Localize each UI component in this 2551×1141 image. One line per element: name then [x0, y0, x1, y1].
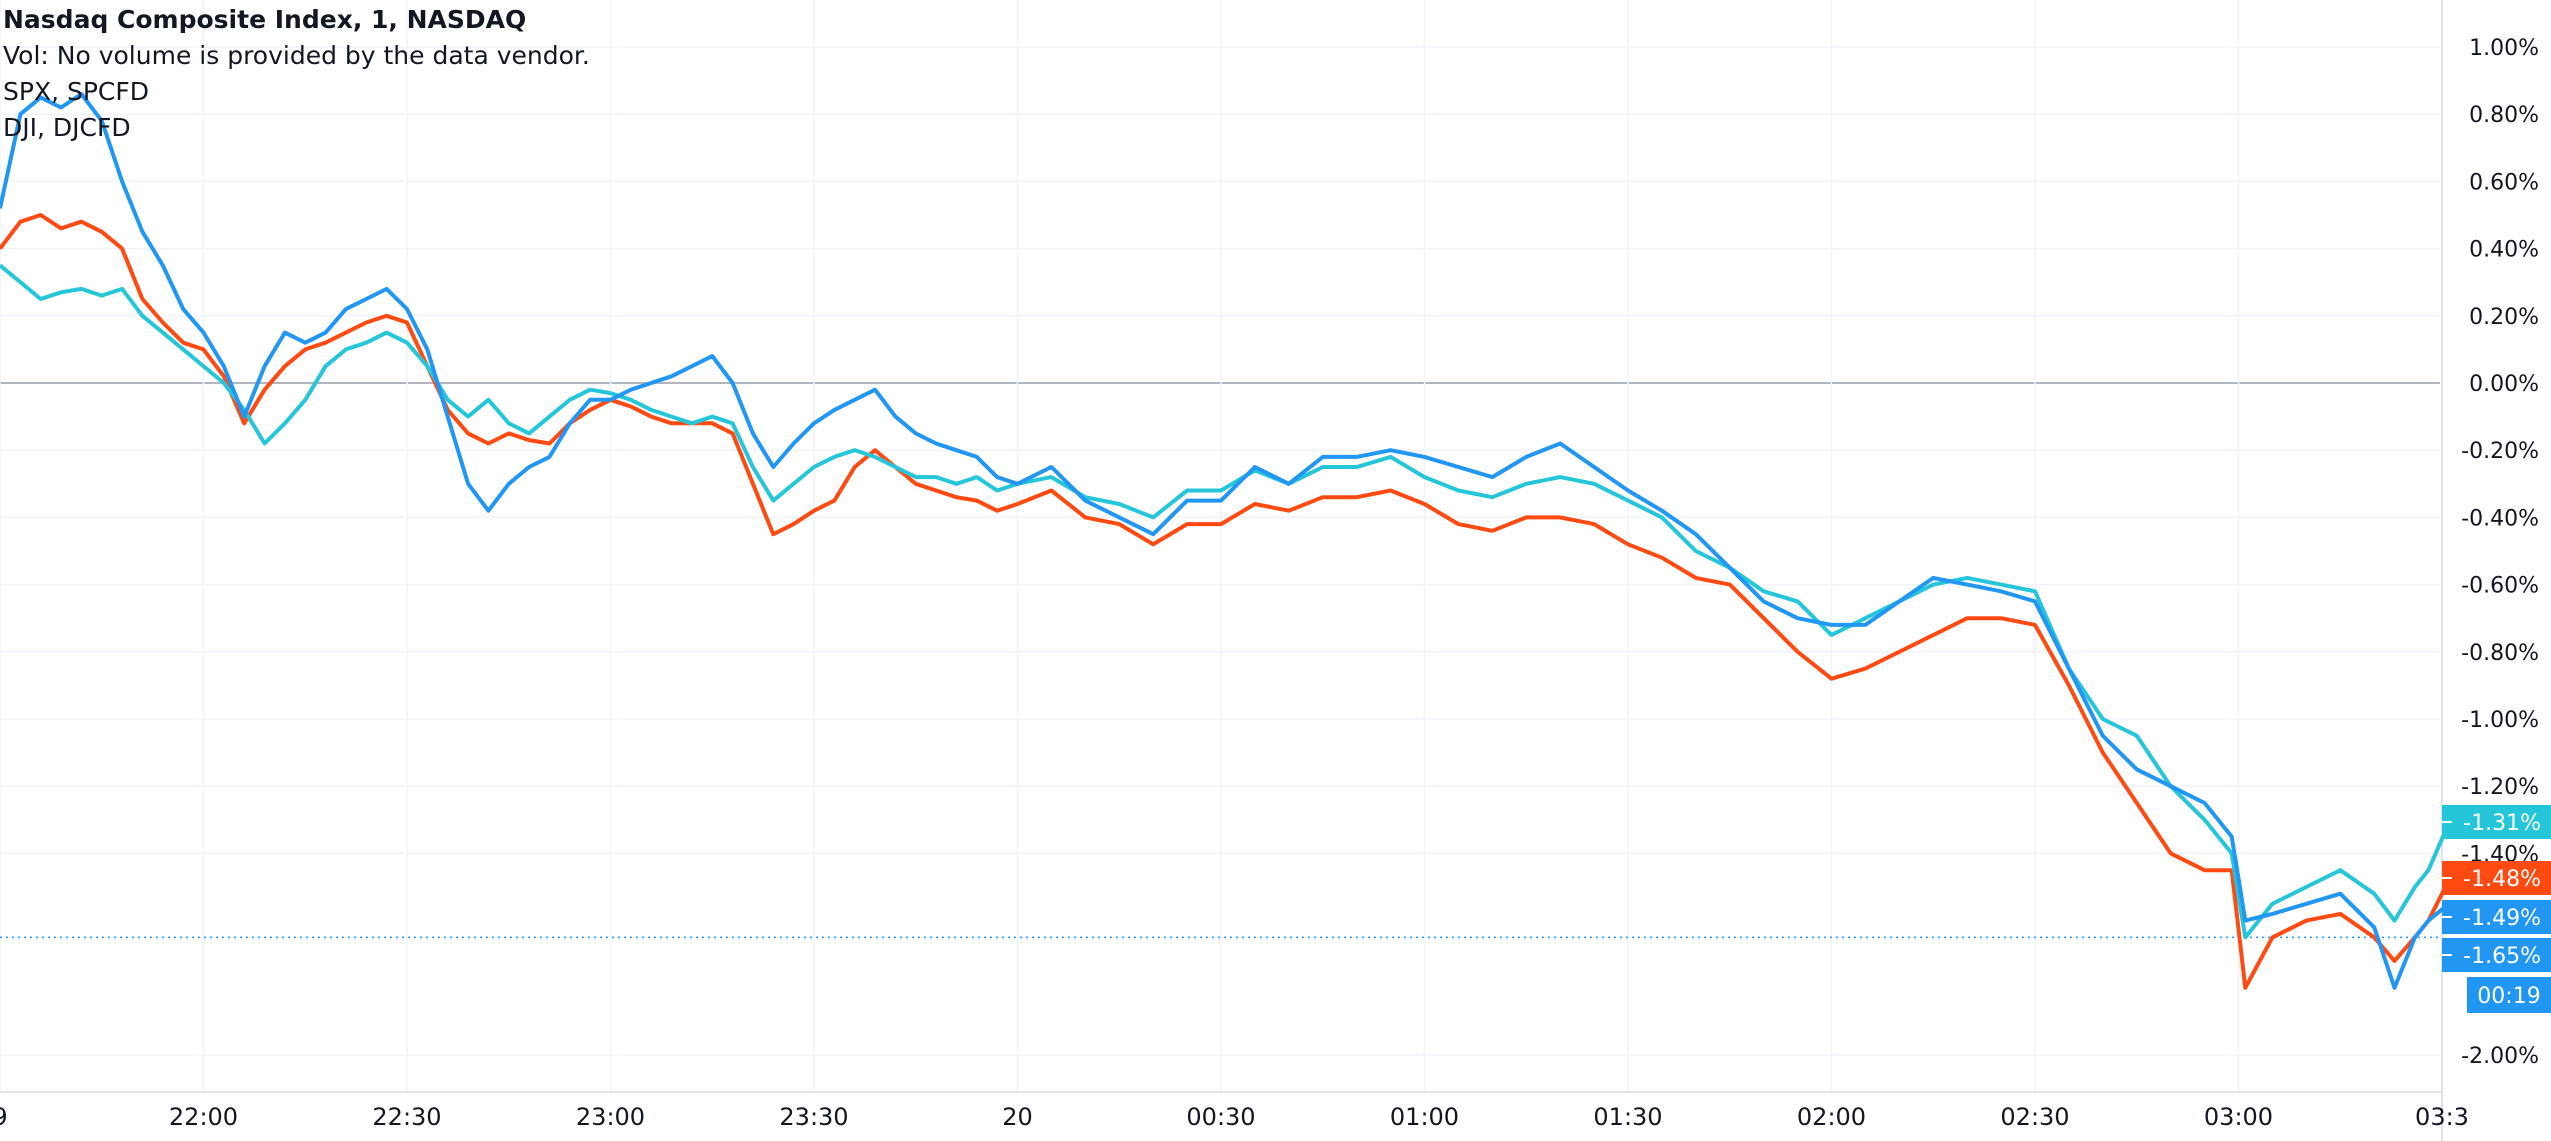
badge-nasdaq-last-value: -1.65% — [2442, 938, 2551, 972]
time-axis[interactable]: 9 22:00 22:30 23:00 23:30 20 00:30 01:00 01:30 02… — [0, 1103, 2469, 1131]
badge-spx-last-value: -1.48% — [2442, 861, 2551, 895]
y-tick-label: 0.40% — [2469, 238, 2539, 263]
x-tick-label: 01:00 — [1390, 1103, 1459, 1131]
badge-value: -1.49% — [2442, 900, 2551, 934]
x-tick-label: 22:00 — [169, 1103, 238, 1131]
y-tick-label: -0.40% — [2461, 506, 2539, 531]
x-tick-label: 22:30 — [372, 1103, 441, 1131]
svg-text:00:19: 00:19 — [2477, 984, 2540, 1009]
x-tick-label: 01:30 — [1593, 1103, 1662, 1131]
series-lines — [0, 92, 2451, 990]
badge-dji-last-value: -1.31% — [2442, 805, 2551, 839]
svg-text:-1.31%: -1.31% — [2463, 811, 2541, 836]
svg-text:-1.49%: -1.49% — [2463, 906, 2541, 931]
series-line-dji[interactable] — [0, 263, 2451, 940]
grid — [0, 0, 2443, 1141]
y-tick-label: 0.20% — [2469, 305, 2539, 330]
chart-legend: Nasdaq Composite Index, 1, NASDAQ Vol: N… — [3, 2, 590, 146]
y-tick-label: -1.20% — [2461, 775, 2539, 800]
last-value-badges: -1.31% -1.48% -1.49% -1.65% 00:19 — [2442, 805, 2551, 1013]
y-tick-label: 0.00% — [2469, 372, 2539, 397]
y-tick-label: 0.80% — [2469, 103, 2539, 128]
legend-volume-note: Vol: No volume is provided by the data v… — [3, 41, 590, 70]
svg-text:-1.65%: -1.65% — [2463, 944, 2541, 969]
bar-countdown-badge: 00:19 — [2467, 977, 2551, 1013]
x-tick-label: 02:30 — [2000, 1103, 2069, 1131]
y-tick-label: 1.00% — [2469, 36, 2539, 61]
x-tick-label: 9 — [0, 1103, 8, 1131]
series-line-spx[interactable] — [0, 213, 2451, 990]
series-line-nasdaq[interactable] — [0, 92, 2451, 990]
legend-series-spx[interactable]: SPX, SPCFD — [3, 77, 149, 106]
svg-text:-1.48%: -1.48% — [2463, 867, 2541, 892]
x-tick-label: 00:30 — [1186, 1103, 1255, 1131]
y-tick-label: -2.00% — [2461, 1044, 2539, 1069]
y-tick-label: -0.80% — [2461, 641, 2539, 666]
x-tick-label: 03:00 — [2204, 1103, 2273, 1131]
legend-series-dji[interactable]: DJI, DJCFD — [3, 113, 131, 142]
x-tick-label: 23:00 — [576, 1103, 645, 1131]
x-tick-label: 03:3 — [2415, 1103, 2469, 1131]
y-tick-label: -1.00% — [2461, 708, 2539, 733]
y-tick-label: -0.60% — [2461, 574, 2539, 599]
x-tick-label: 02:00 — [1797, 1103, 1866, 1131]
y-tick-label: 0.60% — [2469, 170, 2539, 195]
x-tick-label: 20 — [1002, 1103, 1033, 1131]
x-tick-label: 23:30 — [779, 1103, 848, 1131]
y-tick-label: -0.20% — [2461, 439, 2539, 464]
legend-title[interactable]: Nasdaq Composite Index, 1, NASDAQ — [3, 5, 527, 34]
